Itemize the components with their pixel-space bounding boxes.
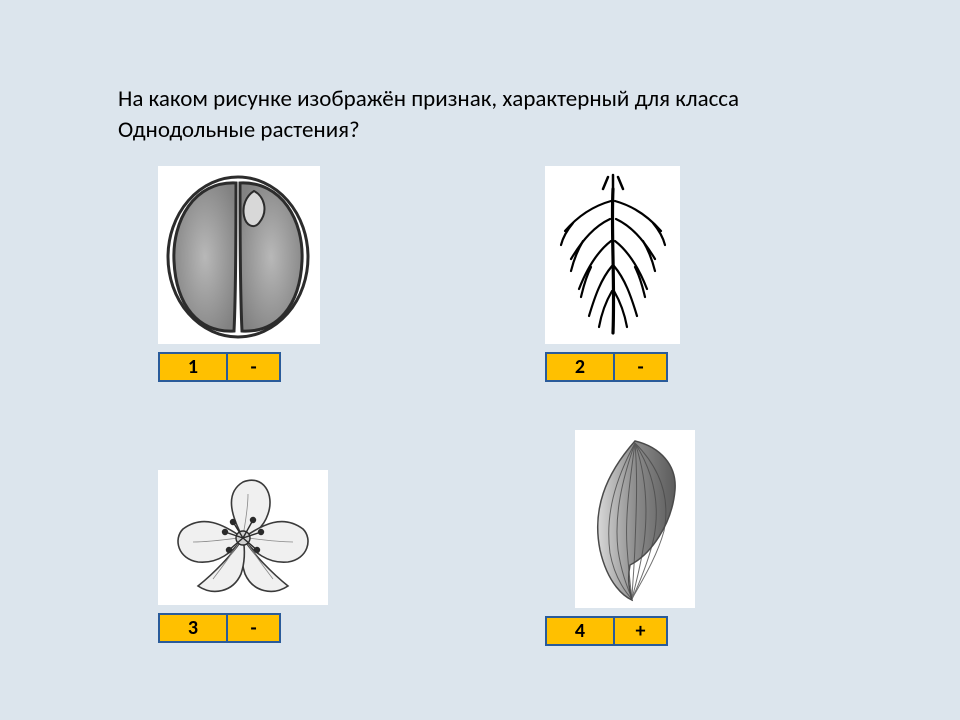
option-4-image	[575, 430, 695, 608]
dicot-seed-icon	[164, 171, 314, 339]
option-2-image	[545, 166, 680, 344]
option-3-labels: 3 -	[158, 613, 328, 643]
question-text: На каком рисунке изображён признак, хара…	[118, 84, 838, 146]
option-4-sign[interactable]: +	[613, 616, 668, 646]
option-3: 3 -	[158, 430, 328, 643]
option-1-image	[158, 166, 320, 344]
option-3-sign[interactable]: -	[226, 613, 281, 643]
option-3-number[interactable]: 3	[158, 613, 228, 643]
parallel-leaf-icon	[580, 435, 690, 603]
option-4-number[interactable]: 4	[545, 616, 615, 646]
option-1: 1 -	[158, 166, 320, 382]
option-2: 2 -	[545, 166, 680, 382]
option-4: 4 +	[545, 430, 695, 646]
option-4-labels: 4 +	[545, 616, 695, 646]
option-2-sign[interactable]: -	[613, 352, 668, 382]
option-2-number[interactable]: 2	[545, 352, 615, 382]
taproot-icon	[553, 171, 673, 339]
flower-icon	[163, 474, 323, 602]
option-1-number[interactable]: 1	[158, 352, 228, 382]
option-3-image	[158, 470, 328, 605]
option-2-labels: 2 -	[545, 352, 680, 382]
option-1-labels: 1 -	[158, 352, 320, 382]
option-1-sign[interactable]: -	[226, 352, 281, 382]
